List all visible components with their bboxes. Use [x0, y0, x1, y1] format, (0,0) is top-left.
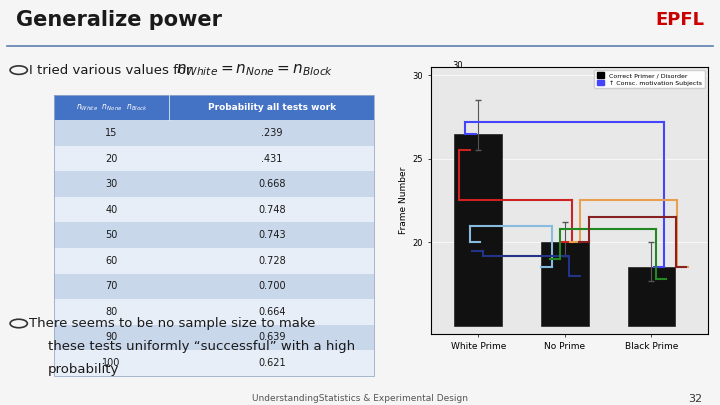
Bar: [54, 324, 374, 350]
Text: I tried various values for: I tried various values for: [29, 64, 192, 77]
Text: 20: 20: [105, 154, 118, 164]
Bar: [54, 171, 374, 197]
Text: 0.639: 0.639: [258, 333, 286, 342]
Legend: Correct Primer / Disorder, ↑ Consc. motivation Subjects: Correct Primer / Disorder, ↑ Consc. moti…: [594, 70, 705, 88]
Text: 50: 50: [105, 230, 118, 240]
Text: Generalize power: Generalize power: [16, 10, 222, 30]
Bar: [54, 197, 374, 222]
Text: UnderstandingStatistics & Experimental Design: UnderstandingStatistics & Experimental D…: [252, 394, 468, 403]
Bar: [54, 248, 374, 273]
Bar: [628, 267, 675, 326]
Text: 70: 70: [105, 281, 118, 291]
Bar: [54, 299, 374, 324]
Text: .431: .431: [261, 154, 282, 164]
Text: .239: .239: [261, 128, 282, 138]
Bar: [54, 273, 374, 299]
Bar: [54, 350, 374, 375]
Text: 90: 90: [105, 333, 118, 342]
Text: $n_{White}= n_{None}= n_{Block}$: $n_{White}= n_{None}= n_{Block}$: [176, 62, 334, 78]
Text: 15: 15: [105, 128, 118, 138]
Text: EPFL: EPFL: [655, 11, 704, 29]
Text: 100: 100: [102, 358, 121, 368]
Text: 60: 60: [105, 256, 118, 266]
Bar: [54, 95, 374, 120]
Text: 0.728: 0.728: [258, 256, 286, 266]
Text: 0.748: 0.748: [258, 205, 286, 215]
Text: 0.664: 0.664: [258, 307, 286, 317]
Y-axis label: Frame Number: Frame Number: [399, 167, 408, 234]
Text: 30: 30: [105, 179, 118, 189]
Text: 0.668: 0.668: [258, 179, 286, 189]
Text: 0.743: 0.743: [258, 230, 286, 240]
Bar: [541, 242, 589, 326]
Bar: [54, 95, 374, 375]
Text: Probability all tests work: Probability all tests work: [208, 103, 336, 112]
Bar: [454, 134, 502, 326]
Bar: [54, 222, 374, 248]
Text: 40: 40: [105, 205, 118, 215]
Text: 80: 80: [105, 307, 118, 317]
Text: 0.700: 0.700: [258, 281, 286, 291]
Text: probability: probability: [48, 363, 119, 376]
Text: $n_{White}$  $n_{None}$  $n_{Block}$: $n_{White}$ $n_{None}$ $n_{Block}$: [76, 102, 148, 113]
Text: 30: 30: [452, 62, 463, 70]
Text: There seems to be no sample size to make: There seems to be no sample size to make: [29, 317, 315, 330]
Text: 0.621: 0.621: [258, 358, 286, 368]
Text: 32: 32: [688, 394, 702, 404]
Text: these tests uniformly “successful” with a high: these tests uniformly “successful” with …: [48, 340, 355, 353]
Bar: [54, 146, 374, 171]
Bar: [54, 120, 374, 146]
